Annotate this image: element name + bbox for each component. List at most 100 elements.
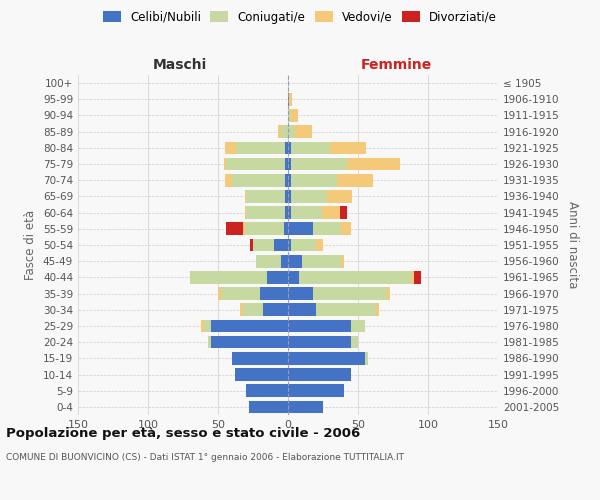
Bar [295,126,312,138]
Bar [351,320,365,332]
Bar [376,304,379,316]
Bar [285,206,288,219]
Bar [224,158,226,170]
Bar [351,336,358,348]
Bar [302,255,341,268]
Text: Femmine: Femmine [361,58,431,72]
Bar [225,142,236,154]
Bar [411,271,414,283]
Bar [288,288,313,300]
Bar [249,400,288,413]
Bar [340,206,347,219]
Bar [337,174,373,186]
Bar [218,288,221,300]
Bar [288,255,302,268]
Bar [288,174,291,186]
Bar [341,255,344,268]
Bar [285,174,288,186]
Bar [236,142,285,154]
Bar [274,238,288,252]
Bar [313,222,341,235]
Bar [281,126,288,138]
Bar [278,126,281,138]
Bar [341,222,351,235]
Bar [285,158,288,170]
Bar [288,320,351,332]
Bar [284,222,288,235]
Bar [299,271,411,283]
Bar [285,142,288,154]
Bar [288,142,291,154]
Bar [288,190,291,202]
Bar [288,368,351,381]
Bar [245,206,246,219]
Bar [288,126,295,138]
Bar [291,206,322,219]
Bar [260,288,288,300]
Legend: Celibi/Nubili, Coniugati/e, Vedovi/e, Divorziati/e: Celibi/Nubili, Coniugati/e, Vedovi/e, Di… [100,8,500,26]
Bar [316,304,376,316]
Bar [291,190,327,202]
Y-axis label: Anni di nascita: Anni di nascita [566,202,579,288]
Y-axis label: Fasce di età: Fasce di età [25,210,37,280]
Bar [347,158,400,170]
Bar [204,320,211,332]
Bar [291,109,298,122]
Bar [291,238,316,252]
Bar [225,174,232,186]
Bar [289,93,292,106]
Bar [235,368,288,381]
Bar [245,190,246,202]
Bar [327,190,352,202]
Bar [285,190,288,202]
Bar [291,142,330,154]
Bar [365,352,368,364]
Bar [243,304,263,316]
Bar [226,158,285,170]
Bar [288,206,291,219]
Bar [208,336,211,348]
Bar [288,384,344,397]
Bar [288,158,291,170]
Text: Maschi: Maschi [153,58,207,72]
Bar [388,288,390,300]
Bar [226,222,243,235]
Bar [288,109,291,122]
Bar [246,190,285,202]
Bar [232,174,285,186]
Bar [241,304,243,316]
Bar [288,222,313,235]
Bar [232,352,288,364]
Bar [267,271,288,283]
Bar [330,142,367,154]
Bar [243,222,245,235]
Bar [288,271,299,283]
Text: COMUNE DI BUONVICINO (CS) - Dati ISTAT 1° gennaio 2006 - Elaborazione TUTTITALIA: COMUNE DI BUONVICINO (CS) - Dati ISTAT 1… [6,452,404,462]
Bar [263,304,288,316]
Bar [250,238,253,252]
Bar [246,206,285,219]
Bar [281,255,288,268]
Text: Popolazione per età, sesso e stato civile - 2006: Popolazione per età, sesso e stato civil… [6,428,360,440]
Bar [288,93,289,106]
Bar [246,384,288,397]
Bar [291,174,337,186]
Bar [256,255,281,268]
Bar [288,336,351,348]
Bar [245,222,284,235]
Bar [288,400,323,413]
Bar [211,320,288,332]
Bar [288,352,365,364]
Bar [414,271,421,283]
Bar [291,158,347,170]
Bar [221,288,260,300]
Bar [288,304,316,316]
Bar [211,336,288,348]
Bar [190,271,267,283]
Bar [313,288,388,300]
Bar [322,206,340,219]
Bar [288,238,291,252]
Bar [253,238,274,252]
Bar [201,320,204,332]
Bar [316,238,323,252]
